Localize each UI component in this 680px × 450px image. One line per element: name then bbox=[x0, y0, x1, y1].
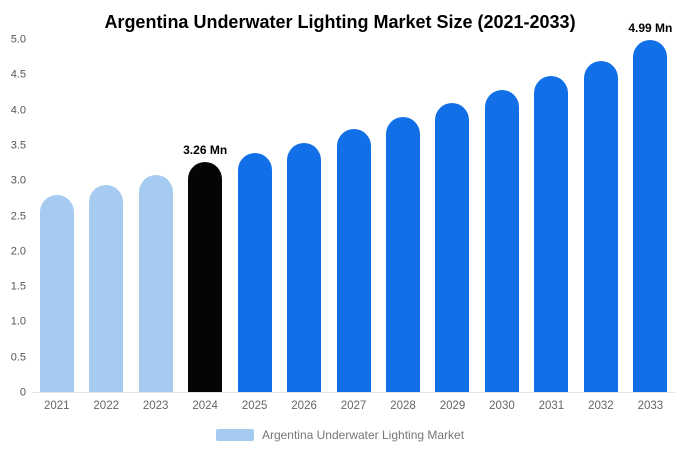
y-tick-label-5.0: 5.0 bbox=[10, 33, 26, 46]
bar-column-2029: 2029 bbox=[428, 39, 477, 412]
y-axis: 0 0.5 1.0 1.5 2.0 2.5 3.0 3.5 4.0 4.5 5.0 bbox=[0, 34, 28, 398]
bar-column-2022: 2022 bbox=[81, 39, 130, 412]
bar-column-2025: 2025 bbox=[230, 39, 279, 412]
x-axis-label-2029: 2029 bbox=[439, 400, 466, 412]
y-tick-label-4.5: 4.5 bbox=[10, 68, 26, 81]
y-tick-label-0.5: 0.5 bbox=[10, 351, 26, 364]
bar-2031 bbox=[534, 75, 569, 392]
bar-column-2024: 3.26 Mn 2024 bbox=[180, 39, 229, 412]
bar-column-2021: 2021 bbox=[32, 39, 81, 412]
bar-column-2027: 2027 bbox=[329, 39, 378, 412]
bar-2026 bbox=[287, 142, 322, 392]
x-axis-label-2030: 2030 bbox=[489, 400, 515, 412]
x-axis-label-2028: 2028 bbox=[390, 400, 416, 412]
bar-column-2032: 2032 bbox=[576, 39, 625, 412]
bar-column-2030: 2030 bbox=[477, 39, 526, 412]
y-tick-label-1.0: 1.0 bbox=[10, 315, 26, 328]
bar-2028 bbox=[386, 117, 421, 392]
x-axis-label-2024: 2024 bbox=[192, 400, 218, 412]
bar-column-2026: 2026 bbox=[279, 39, 328, 412]
x-axis-label-2027: 2027 bbox=[340, 400, 367, 412]
chart-title: Argentina Underwater Lighting Market Siz… bbox=[104, 12, 576, 32]
bar-2029 bbox=[435, 103, 470, 392]
bar-value-label-2033: 4.99 Mn bbox=[628, 20, 673, 35]
x-axis-label-2032: 2032 bbox=[588, 400, 614, 412]
bar-2025 bbox=[237, 153, 272, 392]
bar-column-2031: 2031 bbox=[527, 39, 576, 412]
plot-area: 2021 2022 2023 3.26 Mn 2024 2025 2026 2027 2028 2… bbox=[32, 21, 675, 412]
y-tick-label-2.5: 2.5 bbox=[10, 210, 26, 222]
bar-2022 bbox=[89, 185, 124, 392]
x-axis-label-2025: 2025 bbox=[241, 400, 268, 412]
bar-2032 bbox=[583, 60, 618, 392]
bar-value-label-2024: 3.26 Mn bbox=[183, 142, 228, 157]
bar-column-2028: 2028 bbox=[378, 39, 427, 412]
y-tick-label-3.5: 3.5 bbox=[10, 139, 26, 152]
x-axis-label-2021: 2021 bbox=[43, 400, 70, 412]
bar-2021 bbox=[39, 195, 74, 392]
bar-2027 bbox=[336, 129, 371, 392]
bar-column-2023: 2023 bbox=[131, 39, 180, 412]
x-axis-label-2026: 2026 bbox=[291, 400, 317, 412]
x-axis-label-2023: 2023 bbox=[142, 400, 169, 412]
bar-2030 bbox=[484, 89, 519, 392]
y-tick-label-3.0: 3.0 bbox=[10, 174, 26, 187]
bar-2033: 4.99 Mn bbox=[628, 21, 672, 392]
y-tick-label-1.5: 1.5 bbox=[10, 280, 26, 293]
legend-swatch-icon bbox=[215, 429, 254, 441]
legend-label: Argentina Underwater Lighting Market bbox=[261, 428, 465, 442]
x-axis-label-2031: 2031 bbox=[538, 400, 565, 412]
bar-2024: 3.26 Mn bbox=[183, 143, 227, 392]
y-tick-label-4.0: 4.0 bbox=[10, 104, 26, 117]
y-tick-label-2.0: 2.0 bbox=[10, 245, 26, 258]
legend: Argentina Underwater Lighting Market bbox=[0, 428, 680, 442]
y-tick-label-0: 0 bbox=[19, 386, 26, 399]
bar-column-2033: 4.99 Mn 2033 bbox=[626, 21, 675, 412]
x-axis-label-2033: 2033 bbox=[637, 400, 664, 412]
x-axis-label-2022: 2022 bbox=[93, 400, 119, 412]
bar-2023 bbox=[138, 174, 173, 392]
